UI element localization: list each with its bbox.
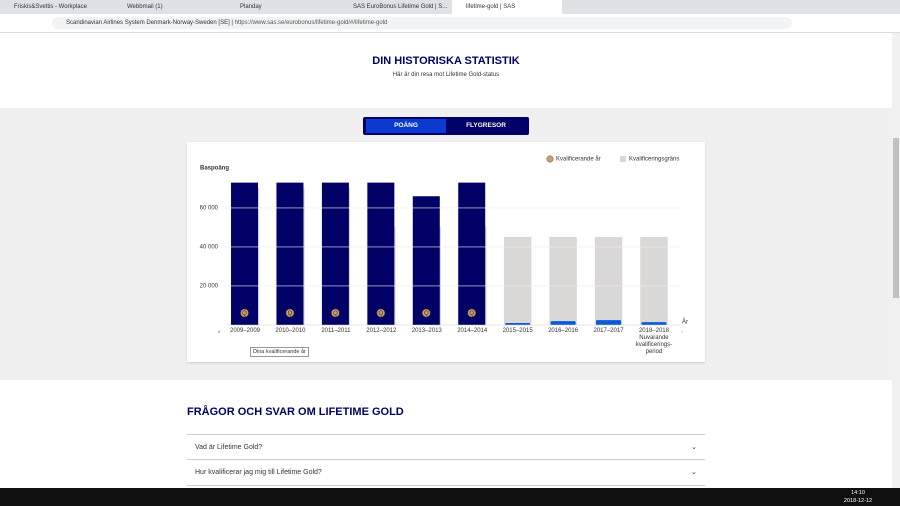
badge-letter: Q [242,311,247,317]
clock[interactable]: 14:10 2018-12-12 [838,489,878,505]
date: 2018-12-12 [843,498,873,504]
faq-question: Hur kvalificerar jag mig till Lifetime G… [195,469,322,476]
bar [641,322,667,325]
qualify-badge [422,308,431,318]
prev-arrow[interactable]: ‹ [218,330,220,336]
x-tick-label: 2010–2010 [275,328,306,334]
tooltip: Dina kvalificerande år [250,347,309,357]
y-tick-label: 40 000 [200,245,219,251]
subheading: Här är din resa mot Lifetime Gold-status [392,72,500,78]
chevron: ⌄ [691,469,697,476]
chevron: ⌄ [691,444,697,451]
time: 14:10 [851,490,865,496]
x-tick-label: 2018–2018 Nuvarande kvalificerings-perio… [635,328,673,355]
tab[interactable]: Friskis&Svettis - Workplace [14,4,87,10]
badge-letter: Q [424,311,429,317]
toggle-button-active[interactable]: POÄNG [366,119,446,133]
faq-heading: FRÅGOR OCH SVAR OM LIFETIME GOLD [187,406,404,418]
scroll-thumb[interactable] [893,138,899,298]
qualify-badge [285,308,295,318]
y-axis-label: Baspoäng [200,166,229,172]
tab[interactable]: Planday [240,4,262,10]
url: https://www.sas.se/eurobonus/lifetime-go… [234,20,388,26]
badge-letter: Q [333,311,338,317]
faq-item[interactable]: Hur kvalificerar jag mig till Lifetime G… [187,460,705,486]
badge-letter: Q [288,311,293,317]
x-tick-label: 2014–2014 [457,328,488,334]
bar [231,182,259,325]
y-tick-label: 20 000 [200,284,219,290]
taskbar [0,488,900,506]
limit-bar [594,237,623,326]
bar [321,182,349,325]
tab-strip [0,0,900,14]
tab-active[interactable]: lifetime-gold | SAS [452,0,562,14]
badge-letter: Q [379,311,384,317]
bar [550,321,576,325]
limit-bar [549,237,577,326]
site-name: Scandinavian Airlines System Denmark-Nor… [66,20,230,26]
x-axis-label: År [682,319,688,326]
bar [505,323,531,325]
next-arrow[interactable]: › [681,330,683,336]
qualify-badge [240,308,249,318]
heading: DIN HISTORISKA STATISTIK [372,55,520,67]
qualify-badge [331,308,340,318]
toggle-button[interactable]: FLYGRESOR [466,122,506,129]
x-tick-label: 2017–2017 [593,328,624,334]
x-tick-label: 2016–2016 [548,328,579,334]
qualify-badge [467,308,476,318]
legend-icon [620,156,626,162]
bar [596,320,622,325]
bar [276,182,304,325]
x-tick-label: 2011–2011 [321,328,351,334]
faq-question: Vad är Lifetime Gold? [195,444,263,451]
x-tick-label: 2012–2012 [366,328,397,334]
x-tick-label: 2009–2009 [229,328,261,334]
legend-label: Kvalificerande år [556,156,601,163]
scrollbar [892,33,900,488]
x-tick-label: 2015–2015 [502,328,533,334]
badge-letter: Q [469,311,474,317]
limit-bar [503,237,532,326]
bar [367,182,395,325]
limit-bar [640,237,668,326]
tab[interactable]: Webbmail (1) [127,4,163,10]
legend-icon [546,155,554,163]
address-bar[interactable]: Scandinavian Airlines System Denmark-Nor… [52,17,792,29]
faq-item[interactable]: Vad är Lifetime Gold? ⌄ [187,434,705,460]
y-tick-label: 60 000 [200,206,219,212]
qualify-badge [376,308,386,318]
legend-label: Kvalificeringsgräns [629,157,679,163]
bar [458,182,486,325]
bar [412,196,440,325]
tab[interactable]: SAS EuroBonus Lifetime Gold | S... [353,4,448,10]
x-tick-label: 2013–2013 [411,328,442,334]
